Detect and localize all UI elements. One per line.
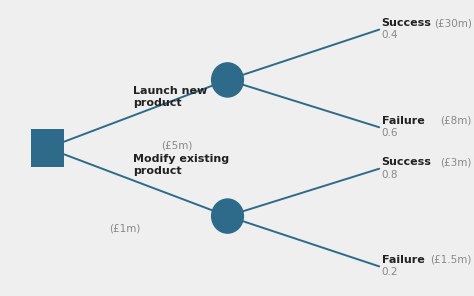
Text: Success: Success (382, 18, 431, 28)
Ellipse shape (211, 62, 244, 98)
Text: Failure: Failure (382, 255, 424, 265)
Text: Failure: Failure (382, 116, 424, 126)
Text: 0.2: 0.2 (382, 267, 398, 277)
Text: (£1.5m): (£1.5m) (430, 255, 472, 265)
Text: Launch new
product: Launch new product (133, 86, 207, 108)
Ellipse shape (211, 198, 244, 234)
Text: Success: Success (382, 157, 431, 167)
Text: (£30m): (£30m) (434, 18, 472, 28)
Text: (£5m): (£5m) (161, 141, 192, 151)
Text: (£1m): (£1m) (109, 223, 140, 234)
Text: 0.8: 0.8 (382, 170, 398, 180)
Text: 0.6: 0.6 (382, 128, 398, 138)
Text: Modify existing
product: Modify existing product (133, 154, 229, 176)
Text: 0.4: 0.4 (382, 30, 398, 41)
Text: (£8m): (£8m) (440, 116, 472, 126)
FancyBboxPatch shape (31, 129, 64, 167)
Text: (£3m): (£3m) (440, 157, 472, 167)
